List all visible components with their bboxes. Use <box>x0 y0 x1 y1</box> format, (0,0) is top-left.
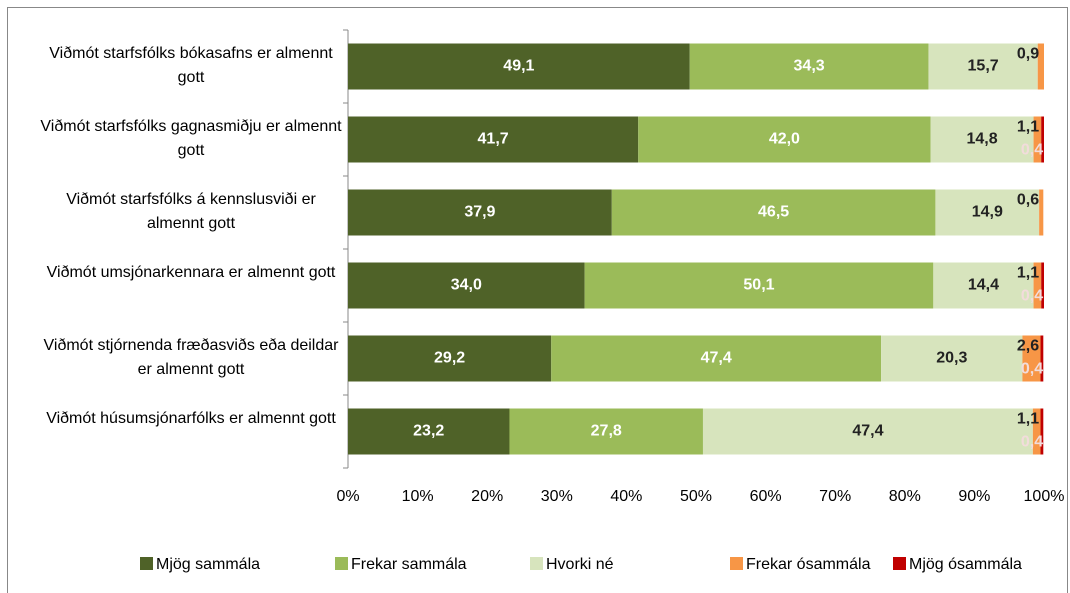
bar-segment <box>348 189 612 236</box>
value-label: 50,1 <box>743 277 774 294</box>
bar-segment <box>638 116 931 163</box>
value-label: 42,0 <box>769 131 800 148</box>
bar-segment <box>611 189 936 236</box>
value-label: 0,4 <box>1021 434 1043 451</box>
x-tick-label: 0% <box>336 488 359 505</box>
bar-segment <box>1022 335 1041 382</box>
category-label: Viðmót starfsfólks bókasafns er almennt … <box>49 44 333 86</box>
bar-segment <box>1040 408 1044 455</box>
x-tick-label: 20% <box>471 488 503 505</box>
bar-segment <box>584 262 934 309</box>
bar-segment <box>348 262 585 309</box>
value-label: 34,0 <box>451 277 482 294</box>
legend-label: Frekar ósammála <box>746 556 871 573</box>
value-label: 23,2 <box>413 423 444 440</box>
x-tick-label: 40% <box>610 488 642 505</box>
value-label: 1,1 <box>1017 411 1039 428</box>
x-tick-label: 90% <box>958 488 990 505</box>
value-label: 15,7 <box>968 58 999 75</box>
value-label: 0,6 <box>1017 192 1039 209</box>
legend-swatch <box>893 557 906 570</box>
value-label: 27,8 <box>591 423 622 440</box>
value-label: 37,9 <box>464 204 495 221</box>
bar-segment <box>1033 116 1042 163</box>
bar-segment <box>702 408 1033 455</box>
bar-segment <box>1041 116 1044 163</box>
bar-segment <box>348 408 510 455</box>
frame <box>7 7 1068 593</box>
value-label: 14,8 <box>966 131 997 148</box>
value-label: 20,3 <box>936 350 967 367</box>
category-label: Viðmót húsumsjónarfólks er almennt gott <box>46 409 336 427</box>
bar-segment <box>935 189 1040 236</box>
bar-segment <box>1033 262 1042 309</box>
value-label: 0,4 <box>1021 288 1043 305</box>
legend-label: Hvorki né <box>546 556 614 573</box>
x-tick-label: 80% <box>889 488 921 505</box>
bar-segment <box>348 335 552 382</box>
bar-segment <box>348 116 639 163</box>
bar-segment <box>928 43 1038 90</box>
value-label: 34,3 <box>794 58 825 75</box>
bar-segment <box>1039 189 1044 236</box>
category-label: Viðmót stjórnenda fræðasviðs eða deildar… <box>43 336 339 378</box>
value-label: 41,7 <box>478 131 509 148</box>
value-label: 0,4 <box>1021 142 1043 159</box>
legend-label: Frekar sammála <box>351 556 467 573</box>
legend-label: Mjög sammála <box>156 556 260 573</box>
value-label: 47,4 <box>852 423 883 440</box>
bar-segment <box>348 43 690 90</box>
category-label: Viðmót starfsfólks á kennslusviði er alm… <box>66 190 316 232</box>
x-tick-label: 30% <box>541 488 573 505</box>
bar-segment <box>551 335 882 382</box>
x-tick-label: 70% <box>819 488 851 505</box>
bar-segment <box>1041 262 1044 309</box>
legend-swatch <box>335 557 348 570</box>
value-label: 0,9 <box>1017 46 1039 63</box>
value-label: 2,6 <box>1017 338 1039 355</box>
bar-segment <box>1040 335 1044 382</box>
value-label: 1,1 <box>1017 119 1039 136</box>
legend-swatch <box>140 557 153 570</box>
x-tick-label: 10% <box>402 488 434 505</box>
bar-segment <box>1037 43 1044 90</box>
value-label: 0,4 <box>1021 361 1043 378</box>
value-label: 14,4 <box>968 277 999 294</box>
category-label: Viðmót umsjónarkennara er almennt gott <box>46 263 336 281</box>
legend-swatch <box>730 557 743 570</box>
category-label: Viðmót starfsfólks gagnasmiðju er almenn… <box>40 117 342 159</box>
legend-swatch <box>530 557 543 570</box>
bar-segment <box>881 335 1023 382</box>
value-label: 14,9 <box>972 204 1003 221</box>
value-label: 1,1 <box>1017 265 1039 282</box>
bar-segment <box>933 262 1034 309</box>
value-label: 47,4 <box>701 350 732 367</box>
bar-segment <box>930 116 1034 163</box>
legend-label: Mjög ósammála <box>909 556 1022 573</box>
x-tick-label: 50% <box>680 488 712 505</box>
bar-segment <box>689 43 929 90</box>
value-label: 29,2 <box>434 350 465 367</box>
x-tick-label: 60% <box>750 488 782 505</box>
value-label: 46,5 <box>758 204 789 221</box>
x-tick-label: 100% <box>1024 488 1065 505</box>
bar-segment <box>1032 408 1041 455</box>
bar-segment <box>509 408 703 455</box>
value-label: 49,1 <box>503 58 534 75</box>
